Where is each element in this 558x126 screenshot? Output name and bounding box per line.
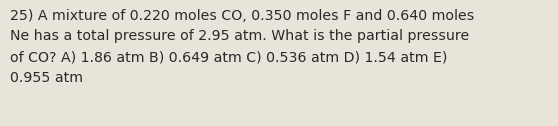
Text: 25) A mixture of 0.220 moles CO, 0.350 moles F and 0.640 moles
Ne has a total pr: 25) A mixture of 0.220 moles CO, 0.350 m… [10,9,474,85]
